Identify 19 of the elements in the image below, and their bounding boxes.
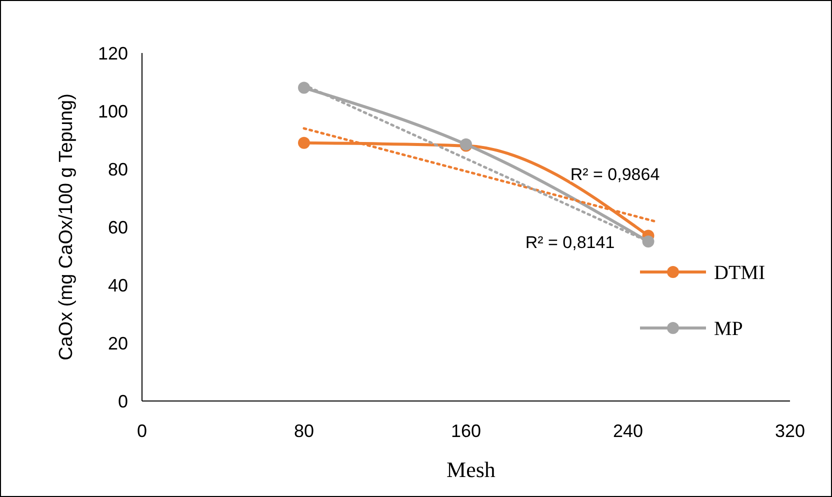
x-tick-label: 160: [450, 421, 482, 441]
y-tick-label: 100: [98, 101, 128, 122]
legend-label: DTMI: [714, 262, 766, 284]
y-tick-label: 60: [108, 217, 128, 238]
x-tick-label: 240: [612, 421, 644, 441]
y-tick-label: 80: [108, 159, 128, 180]
x-tick-label: 320: [774, 421, 806, 441]
x-tick-label: 80: [294, 421, 314, 441]
y-tick-label: 20: [108, 333, 128, 354]
legend-label: MP: [714, 318, 743, 340]
y-tick-label: 40: [108, 275, 128, 296]
annotation: R² = 0,8141: [525, 232, 615, 252]
y-tick-label: 0: [118, 391, 128, 412]
annotation: R² = 0,9864: [570, 164, 660, 184]
y-tick-label: 120: [98, 43, 128, 64]
x-axis-title: Mesh: [446, 457, 496, 482]
x-tick-label: 0: [136, 421, 148, 441]
point: [298, 136, 310, 149]
y-axis-title: CaOx (mg CaOx/100 g Tepung): [56, 94, 77, 360]
